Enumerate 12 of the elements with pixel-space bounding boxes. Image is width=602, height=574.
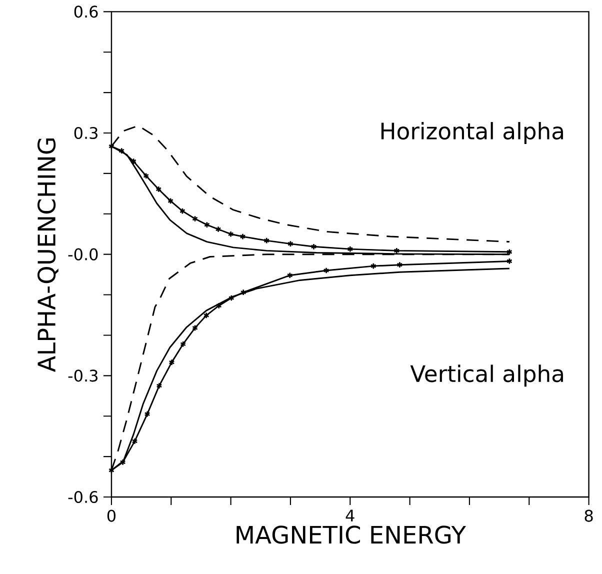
y-axis-title: ALPHA-QUENCHING [37,138,58,372]
x-tick-label: 8 [584,510,593,522]
x-tick-label: 0 [107,510,116,522]
x-axis-title: MAGNETIC ENERGY [236,526,466,544]
annotation: Horizontal alpha [381,122,563,144]
x-tick-label: 4 [346,510,354,522]
y-tick-label: -0.6 [68,490,98,504]
y-tick-label: -0.0 [68,248,98,260]
y-tick-label: 0.3 [74,126,98,140]
y-tick-label: -0.3 [68,370,98,382]
y-tick-label: 0.6 [74,6,98,18]
annotation: Vertical alpha [410,364,563,387]
